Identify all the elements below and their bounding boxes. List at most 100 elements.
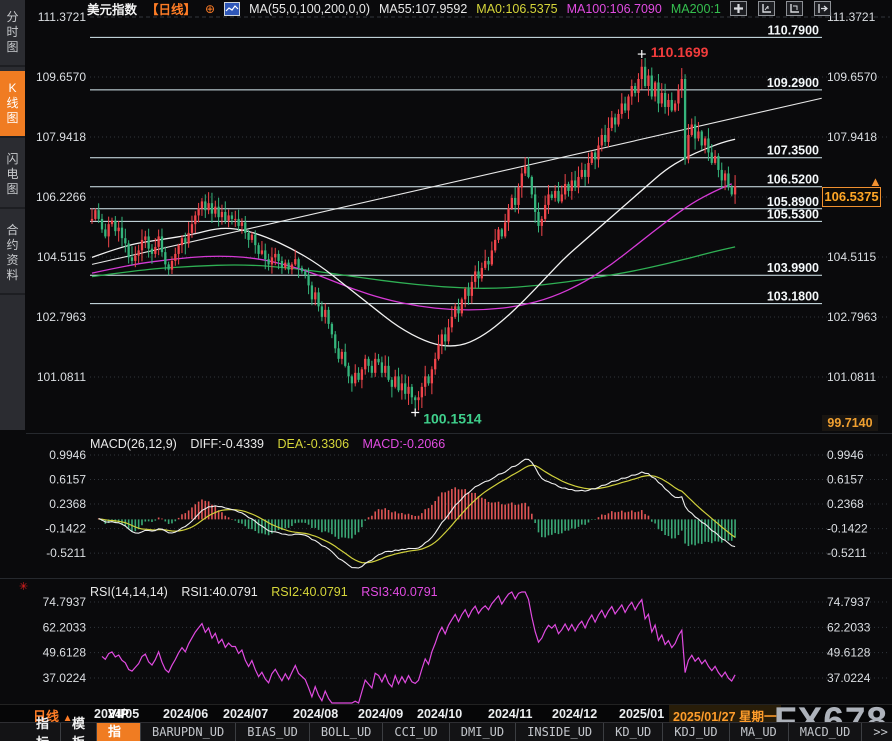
macd-axis-label-left: 0.6157 [49, 473, 86, 487]
toolbar-item[interactable]: BARUPDN_UD [141, 723, 237, 741]
price-axis-label-right: 111.3721 [827, 10, 876, 24]
rsi-pane-header: RSI(14,14,14) RSI1:40.0791 RSI2:40.0791 … [90, 585, 448, 599]
toolbar-item[interactable]: >> [862, 723, 892, 741]
macd-axis-label-right: -0.1422 [827, 522, 868, 536]
toolbar-item[interactable]: DMI_UD [450, 723, 517, 741]
chart-type-icon[interactable] [224, 1, 241, 16]
macd-diff-value: DIFF:-0.4339 [190, 437, 264, 451]
x-axis-month-label: 2024/12 [552, 707, 598, 721]
sr-level-label: 105.8900 [767, 195, 819, 209]
exit-fullscreen-icon[interactable] [813, 1, 831, 16]
pan-move-icon[interactable] [729, 1, 747, 16]
macd-pane-header: MACD(26,12,9) DIFF:-0.4339 DEA:-0.3306 M… [90, 437, 455, 451]
overlay-lines-layer [91, 97, 822, 347]
rsi2-value: RSI2:40.0791 [271, 585, 348, 599]
macd-dea-line [98, 464, 736, 564]
rsi-axis-label-left: 37.0224 [43, 671, 87, 685]
sr-level-label: 110.7900 [768, 23, 819, 37]
ma55-value: MA55:107.9592 [379, 1, 468, 16]
last-price-box: 106.5375 [822, 187, 881, 207]
indicator-layer [97, 458, 736, 704]
toolbar-item[interactable]: INSIDE_UD [516, 723, 605, 741]
price-axis-label-left: 106.2266 [36, 190, 86, 204]
sr-level-label: 107.3500 [767, 144, 819, 158]
x-axis-month-label: 2024/05 [94, 707, 140, 721]
price-up-arrow-icon: ▲ [869, 174, 882, 189]
rsi1-value: RSI1:40.0791 [181, 585, 258, 599]
symbol-name: 美元指数 [87, 3, 138, 17]
price-axis-label-left: 109.6570 [36, 70, 86, 84]
rsi-line [101, 591, 736, 704]
axis-scale-left-icon[interactable] [757, 1, 775, 16]
sr-level-label: 103.1800 [767, 290, 819, 304]
macd-axis-label-left: -0.1422 [45, 522, 86, 536]
ma200-value: MA200:1 [670, 1, 721, 16]
macd-axis-label-left: -0.5211 [46, 546, 86, 560]
x-axis-month-label: 2024/09 [358, 707, 404, 721]
sr-level-label: 103.9900 [767, 261, 819, 275]
rsi-axis-label-right: 49.6128 [827, 646, 871, 660]
toolbar-item[interactable]: MACD_UD [789, 723, 863, 741]
toolbar-item[interactable]: KD_UD [604, 723, 664, 741]
price-axis-label-right: 107.9418 [827, 130, 877, 144]
toolbar-item[interactable]: BIAS_UD [236, 723, 310, 741]
candles-layer: 110.1699 100.1514 [90, 44, 737, 427]
sr-level-label: 106.5200 [767, 173, 819, 187]
macd-title[interactable]: MACD(26,12,9) [90, 437, 177, 451]
pane-low-value-box: 99.7140 [822, 415, 878, 431]
rsi-axis-label-left: 74.7937 [43, 595, 87, 609]
macd-dea-value: DEA:-0.3306 [277, 437, 350, 451]
chart-header: 美元指数 【日线】 ⊕ MA(55,0,100,200,0,0) MA55:10… [25, 0, 892, 17]
sidebar-tab-3[interactable]: 闪电图 [0, 142, 25, 209]
macd-diff-line [98, 458, 736, 569]
macd-hist-value: MACD:-0.2066 [362, 437, 446, 451]
macd-axis-label-right: 0.2368 [827, 497, 864, 511]
period-quick-switch[interactable]: 日线 ▲ [33, 709, 73, 724]
axis-scale-right-icon[interactable] [785, 1, 803, 16]
rsi-axis-label-right: 37.0224 [827, 671, 871, 685]
price-axis-label-right: 101.0811 [827, 370, 876, 384]
toolbar-item[interactable]: KDJ_UD [663, 723, 730, 741]
toolbar-item[interactable]: 模板 [61, 716, 98, 741]
price-axis-label-left: 107.9418 [36, 130, 86, 144]
toolbar-item[interactable]: BOLL_UD [310, 723, 384, 741]
toolbar-item[interactable]: CCI_UD [383, 723, 450, 741]
pane-settings-icon[interactable]: ✳ [19, 581, 29, 593]
trendline [91, 97, 822, 265]
rsi-axis-label-left: 62.2033 [43, 620, 87, 634]
add-indicator-icon[interactable]: ⊕ [205, 1, 216, 16]
ma0-value: MA0:106.5375 [476, 1, 558, 16]
price-axis-label-left: 111.3721 [38, 10, 87, 24]
period-label[interactable]: 【日线】 [146, 3, 197, 17]
x-axis-month-label: 2024/10 [417, 707, 463, 721]
price-axis-label-right: 109.6570 [827, 70, 877, 84]
date-axis-row: 日线 ▲ 2025/01/27 星期一 2024/05 2024/06 2024/0… [0, 704, 892, 726]
header-tool-icons [729, 1, 892, 16]
toolbar-item[interactable]: VIP指标 [97, 706, 141, 741]
macd-axis-label-left: 0.9946 [49, 448, 86, 462]
rsi-axis-label-left: 49.6128 [43, 646, 87, 660]
x-axis-month-label: 2025/01 [619, 707, 665, 721]
sr-level-label: 109.2900 [767, 76, 819, 90]
price-axis-label-right: 104.5115 [827, 250, 876, 264]
support-resistance-layer: 110.7900 109.2900 107.3500 106.5200 105.8900… [90, 23, 822, 305]
toolbar-item[interactable]: 指标 [25, 716, 62, 741]
rsi-axis-label-right: 62.2033 [827, 620, 871, 634]
ma-settings-label: MA(55,0,100,200,0,0) [249, 1, 371, 16]
grid-layer [0, 16, 892, 679]
sidebar-tab-1[interactable]: 分时图 [0, 0, 25, 67]
low-marker-label: 100.1514 [423, 411, 482, 427]
current-date-label: 2025/01/27 星期一 [669, 705, 781, 726]
sidebar-tab-4[interactable]: 合约资料 [0, 213, 25, 295]
macd-axis-label-left: 0.2368 [49, 497, 86, 511]
ma200-line [91, 246, 736, 289]
toolbar-item[interactable]: MA_UD [730, 723, 789, 741]
macd-axis-label-right: 0.6157 [827, 473, 864, 487]
price-axis-label-left: 104.5115 [37, 250, 86, 264]
high-marker-label: 110.1699 [651, 44, 709, 60]
rsi-title[interactable]: RSI(14,14,14) [90, 585, 168, 599]
axis-labels-layer: 111.3721 111.3721 109.6570 109.6570 107.9418… [36, 10, 877, 685]
